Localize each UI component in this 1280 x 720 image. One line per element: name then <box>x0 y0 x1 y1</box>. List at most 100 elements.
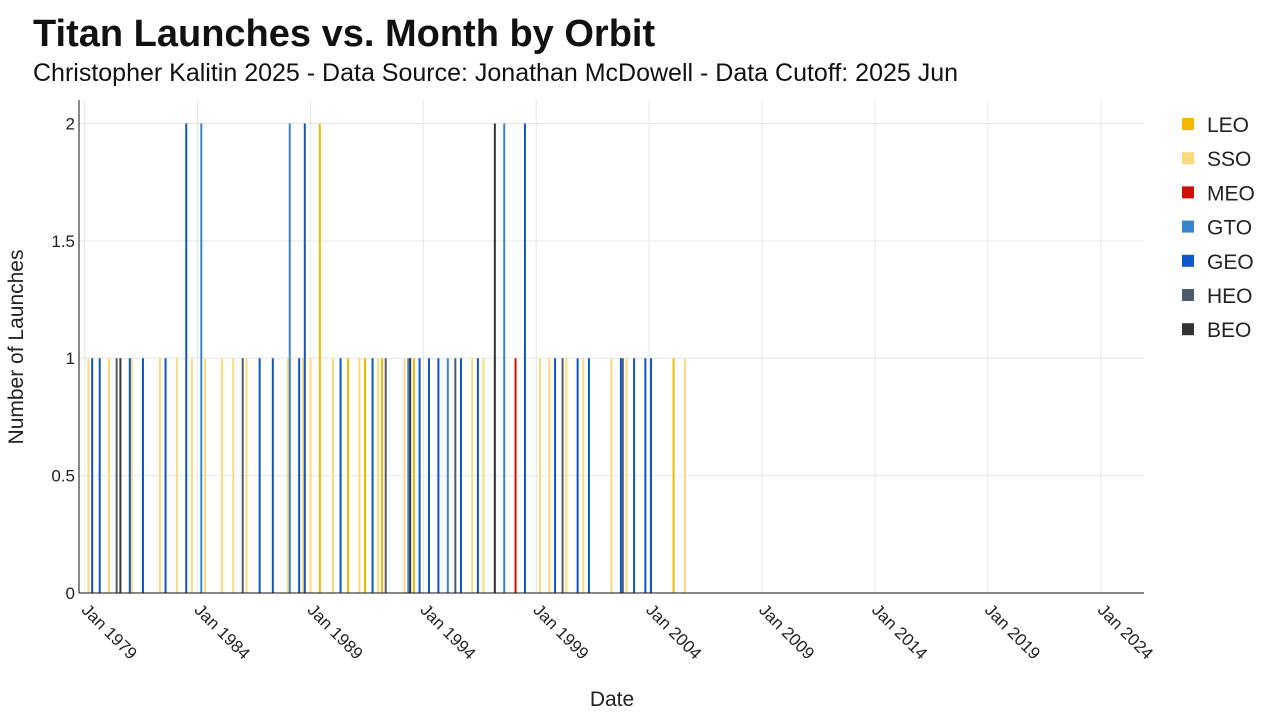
y-tick-label: 2 <box>66 114 75 133</box>
bar-sso <box>158 358 161 593</box>
bar-sso <box>471 358 474 593</box>
bar-sso <box>582 358 585 593</box>
bar-gto <box>200 123 203 593</box>
bars <box>87 123 686 593</box>
legend: LEO SSO MEO GTO GEO HEO BEO <box>1182 114 1255 342</box>
bar-geo <box>619 358 622 593</box>
legend-label-heo: HEO <box>1207 285 1253 308</box>
legend-swatch-leo <box>1182 118 1194 130</box>
chart-title: Titan Launches vs. Month by Orbit <box>33 13 656 55</box>
bar-sso <box>175 358 178 593</box>
bar-leo <box>380 358 383 593</box>
bar-gto <box>446 358 449 593</box>
y-axis-title: Number of Launches <box>5 250 28 445</box>
x-ticks: Jan 1979 Jan 1984 Jan 1989 Jan 1994 Jan 1999… <box>78 600 1157 663</box>
legend-swatch-gto <box>1182 220 1194 233</box>
bar-sso <box>232 358 235 593</box>
y-tick-label: 1.5 <box>51 232 75 251</box>
bar-geo <box>644 358 647 593</box>
bar-heo <box>241 358 244 593</box>
bar-geo <box>650 358 653 593</box>
bar-heo <box>621 358 624 593</box>
bar-heo <box>384 358 387 593</box>
legend-swatch-heo <box>1182 289 1194 301</box>
bar-leo <box>364 358 367 593</box>
bar-leo <box>318 123 321 593</box>
x-tick-label: Jan 1994 <box>417 600 480 663</box>
bar-sso <box>221 358 224 593</box>
bar-geo <box>371 358 374 593</box>
bar-geo <box>418 358 421 593</box>
chart-subtitle: Christopher Kalitin 2025 - Data Source: … <box>33 59 959 87</box>
bar-gto <box>503 123 506 593</box>
x-tick-label: Jan 1999 <box>529 600 592 663</box>
bar-gto <box>288 123 291 593</box>
legend-swatch-beo <box>1182 323 1194 336</box>
bar-meo <box>514 358 517 593</box>
bar-geo <box>427 358 430 593</box>
bar-beo <box>493 123 496 593</box>
bar-geo <box>91 358 94 593</box>
bar-sso <box>377 358 380 593</box>
bar-heo <box>115 358 118 593</box>
bar-geo <box>128 358 131 593</box>
bar-sso <box>108 358 111 593</box>
bar-beo <box>409 358 412 593</box>
legend-label-leo: LEO <box>1207 114 1249 137</box>
bar-leo <box>412 358 415 593</box>
bar-geo <box>164 358 167 593</box>
bar-sso <box>358 358 361 593</box>
x-tick-label: Jan 2014 <box>868 600 931 663</box>
bar-geo <box>271 358 274 593</box>
bar-leo <box>347 358 350 593</box>
bar-sso <box>301 358 304 593</box>
bar-sso <box>286 358 289 593</box>
bar-geo <box>576 358 579 593</box>
legend-swatch-meo <box>1182 186 1194 199</box>
x-tick-label: Jan 2019 <box>981 600 1044 663</box>
bar-geo <box>141 358 144 593</box>
bar-geo <box>476 358 479 593</box>
bar-geo <box>437 358 440 593</box>
bar-geo <box>459 358 462 593</box>
x-tick-label: Jan 2004 <box>642 600 705 663</box>
bar-sso <box>565 358 568 593</box>
x-tick-label: Jan 1989 <box>304 600 367 663</box>
bar-heo <box>561 358 564 593</box>
legend-label-geo: GEO <box>1207 251 1254 274</box>
x-axis-title: Date <box>590 688 634 711</box>
x-tick-label: Jan 2024 <box>1094 600 1157 663</box>
legend-label-sso: SSO <box>1207 148 1251 171</box>
bar-geo <box>587 358 590 593</box>
x-tick-label: Jan 2009 <box>755 600 818 663</box>
bar-geo <box>339 358 342 593</box>
bar-sso <box>87 358 90 593</box>
bar-sso <box>130 358 133 593</box>
bar-sso <box>610 358 613 593</box>
bar-heo <box>454 358 457 593</box>
bar-sso <box>538 358 541 593</box>
bar-sso <box>403 358 406 593</box>
bar-sso <box>309 358 312 593</box>
bar-geo <box>185 123 188 593</box>
bar-sso <box>548 358 551 593</box>
legend-label-beo: BEO <box>1207 319 1251 342</box>
y-ticks: 0 0.5 1 1.5 2 <box>51 114 75 603</box>
bar-sso <box>204 358 207 593</box>
bar-gto <box>407 358 410 593</box>
bar-geo <box>523 123 526 593</box>
y-tick-label: 0 <box>66 584 75 603</box>
bar-geo <box>258 358 261 593</box>
bar-sso <box>245 358 248 593</box>
bar-geo <box>303 123 306 593</box>
y-tick-label: 0.5 <box>51 467 75 486</box>
bar-sso <box>625 358 628 593</box>
bar-geo <box>633 358 636 593</box>
bar-sso <box>482 358 485 593</box>
legend-swatch-geo <box>1182 254 1194 267</box>
x-tick-label: Jan 1979 <box>78 600 141 663</box>
bar-geo <box>554 358 557 593</box>
legend-label-gto: GTO <box>1207 217 1252 240</box>
bar-sso <box>332 358 335 593</box>
